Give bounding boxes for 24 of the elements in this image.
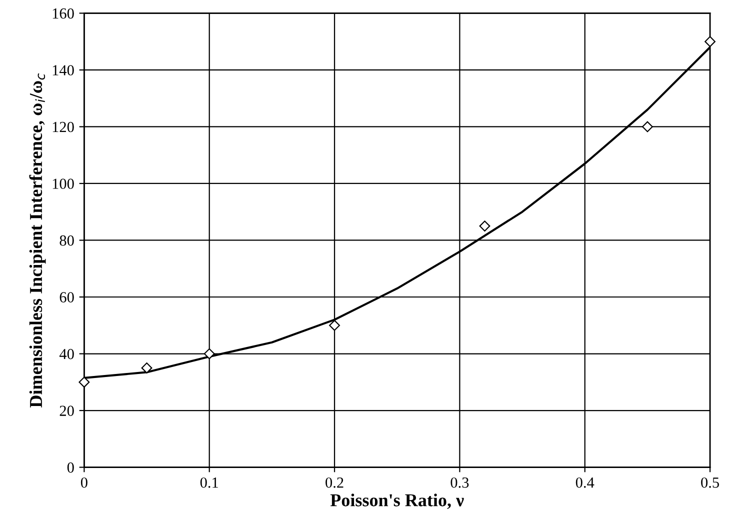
y-tick-label: 20: [60, 406, 74, 416]
y-axis-title: Dimensionless Incipient Interference, ω$_{i}$/ω$_{c}$: [29, 73, 46, 408]
point: [78, 376, 90, 388]
point: [704, 36, 716, 48]
y-tick-label: 60: [60, 292, 74, 302]
y-tick-label: 100: [52, 178, 74, 189]
point: [642, 121, 653, 132]
y-tick-label: 40: [59, 348, 74, 360]
x-tick-label: 0.2: [326, 477, 344, 488]
point: [329, 320, 340, 331]
x-tick-label: 0: [80, 477, 88, 488]
point: [141, 362, 152, 374]
x-tick-label: 0.4: [576, 477, 594, 488]
x-tick-label: 0.5: [701, 477, 719, 488]
x-axis-title: Poisson's Ratio, ν: [330, 494, 464, 509]
y-tick-label: 0: [67, 462, 74, 473]
point: [204, 348, 215, 360]
y-tick-label: 140: [52, 65, 74, 76]
y-tick-label: 80: [60, 235, 74, 246]
x-tick-label: 0.3: [450, 477, 469, 488]
point: [479, 220, 490, 232]
y-tick-label: 120: [52, 122, 74, 132]
x-tick-label: 0.1: [200, 477, 218, 488]
y-tick-label: 160: [52, 8, 74, 19]
